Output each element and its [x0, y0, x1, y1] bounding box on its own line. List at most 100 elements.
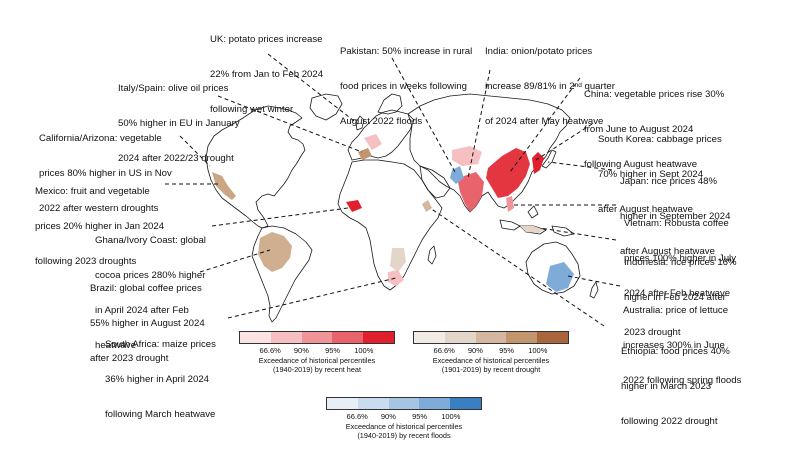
- annotation-line: of 2024 after May heatwave: [485, 115, 604, 127]
- tick-label: 90%: [380, 412, 396, 421]
- annotation-line: prices 20% higher in Jan 2024: [35, 220, 165, 232]
- arabia-outline: [419, 165, 451, 199]
- heat-region-south-africa: [388, 270, 404, 286]
- annotation-ethiopia: Ethiopia: food prices 40% higher in Marc…: [621, 323, 730, 439]
- annotation-vietnam: Vietnam: Robusta coffee prices 100% high…: [624, 195, 736, 311]
- annotation-line: in April 2024 after Feb: [95, 304, 189, 316]
- heat-region-korea-japan: [532, 152, 544, 174]
- flood-scale-swatch: [450, 398, 481, 409]
- caption-line: (1940-2019) by recent heat: [272, 365, 362, 374]
- leader-australia: [567, 275, 621, 287]
- heat-scale-bar: [239, 331, 395, 344]
- caption-line: Exceedance of historical percentiles: [345, 422, 463, 431]
- annotation-italy: Italy/Spain: olive oil prices 50% higher…: [118, 60, 240, 176]
- caption-line: Exceedance of historical percentiles: [258, 356, 376, 365]
- heat-region-uk-europe: [364, 134, 382, 150]
- annotation-line: South Africa: maize prices: [105, 339, 216, 351]
- flood-region-pakistan: [450, 166, 464, 184]
- annotation-line: higher in September 2024: [620, 210, 731, 222]
- annotation-line: August 2022 floods: [340, 115, 423, 127]
- annotation-line: food prices in weeks following: [340, 80, 467, 92]
- annotation-line: 22% from Jan to Feb 2024: [210, 68, 324, 80]
- heat-region-india: [458, 172, 484, 212]
- annotation-japan: Japan: rice prices 48% higher in Septemb…: [620, 153, 730, 269]
- annotation-line: prices 80% higher in US in Nov: [39, 167, 172, 179]
- tick-label: 100%: [354, 346, 374, 355]
- annotation-line: following March heatwave: [105, 408, 216, 420]
- drought-scale-swatch: [537, 332, 568, 343]
- heat-scale-swatch: [240, 332, 271, 343]
- flood-scale-swatch: [419, 398, 451, 409]
- annotation-line: Ethiopia: food prices 40%: [621, 346, 730, 358]
- annotation-line: higher in March 2023: [621, 380, 712, 392]
- asia-outline: [407, 93, 571, 213]
- annotation-line: Australia: price of lettuce: [623, 305, 729, 317]
- annotation-line: 70% higher in Sept 2024: [598, 168, 704, 180]
- flood-scale-swatch: [388, 398, 420, 409]
- leader-ethiopia: [429, 207, 605, 327]
- africa-outline: [337, 159, 443, 291]
- annotation-line: 55% higher in August 2024: [90, 317, 205, 329]
- flood-scale-legend: 66.6% 90% 95% 100% Exceedance of histori…: [326, 397, 482, 440]
- annotation-southafrica: South Africa: maize prices 36% higher in…: [105, 316, 216, 432]
- annotation-uk: UK: potato prices increase 22% from Jan …: [210, 11, 323, 127]
- annotation-line: after August heatwave: [620, 245, 715, 257]
- leader-china: [509, 77, 581, 173]
- annotation-line: Indonesia: rice prices 16%: [624, 257, 737, 269]
- annotation-line: cocoa prices 280% higher: [95, 269, 206, 281]
- annotation-line: increases 300% in June: [623, 339, 725, 351]
- australia-outline: [525, 241, 581, 295]
- north-america-outline: [205, 105, 306, 229]
- annotation-line: prices 100% higher in July: [624, 252, 736, 264]
- uk-outline: [355, 115, 365, 131]
- tick-label: 100%: [441, 412, 461, 421]
- flood-scale-ticks: 66.6% 90% 95% 100%: [326, 410, 482, 422]
- heat-region-china: [486, 148, 530, 198]
- annotation-line: after 2023 drought: [90, 352, 169, 364]
- heat-region-west-africa: [346, 200, 362, 212]
- drought-scale-swatch: [506, 332, 538, 343]
- leader-southafrica: [227, 277, 397, 319]
- tick-label: 90%: [293, 346, 309, 355]
- drought-region-ethiopia: [422, 200, 432, 212]
- greenland-outline: [309, 93, 343, 121]
- annotation-line: China: vegetable prices rise 30%: [584, 89, 725, 101]
- tick-label: 90%: [467, 346, 483, 355]
- annotation-line: after August heatwave: [598, 203, 693, 215]
- annotation-line: following wet winter: [210, 103, 294, 115]
- annotation-line: following 2023 droughts: [35, 255, 137, 267]
- drought-scale-legend: 66.6% 90% 95% 100% Exceedance of histori…: [413, 331, 569, 374]
- leader-india: [467, 69, 491, 179]
- annotation-line: 2023 drought: [624, 326, 681, 338]
- annotation-mexico: Mexico: fruit and vegetable prices 20% h…: [35, 163, 164, 279]
- annotation-line: Italy/Spain: olive oil prices: [118, 83, 229, 95]
- annotation-line: 36% higher in April 2024: [105, 373, 210, 385]
- drought-scale-swatch: [444, 332, 476, 343]
- flood-scale-swatch: [357, 398, 389, 409]
- drought-scale-swatch: [414, 332, 445, 343]
- heat-scale-legend: 66.6% 90% 95% 100% Exceedance of histori…: [239, 331, 395, 374]
- heat-scale-ticks: 66.6% 90% 95% 100%: [239, 344, 395, 356]
- annotation-text: increase 89/81% in 2: [485, 80, 575, 92]
- leader-ghana: [211, 207, 349, 227]
- annotation-line: heatwave: [95, 339, 137, 351]
- annotation-line: 50% higher in EU in January: [118, 117, 240, 129]
- annotation-korea: South Korea: cabbage prices 70% higher i…: [598, 111, 722, 227]
- annotation-line: 2024 after Feb heatwave: [624, 287, 731, 299]
- drought-scale-caption: Exceedance of historical percentiles (19…: [413, 356, 569, 374]
- superscript-nd: nd: [574, 81, 582, 89]
- leader-california: [179, 135, 211, 167]
- heat-region-central-asia: [452, 146, 482, 166]
- annotation-line: 2024 after 2022/23 drought: [118, 152, 234, 164]
- annotation-pakistan: Pakistan: 50% increase in rural food pri…: [340, 23, 472, 139]
- drought-scale-ticks: 66.6% 90% 95% 100%: [413, 344, 569, 356]
- annotation-california: California/Arizona: vegetable prices 80%…: [39, 110, 172, 226]
- annotation-india: India: onion/potato prices increase 89/8…: [485, 23, 615, 139]
- flood-scale-swatch: [327, 398, 358, 409]
- tick-label: 66.6%: [433, 346, 455, 355]
- drought-region-mexico: [212, 172, 236, 200]
- drought-scale-swatch: [475, 332, 507, 343]
- heat-scale-swatch: [363, 332, 394, 343]
- leader-indonesia: [539, 227, 617, 241]
